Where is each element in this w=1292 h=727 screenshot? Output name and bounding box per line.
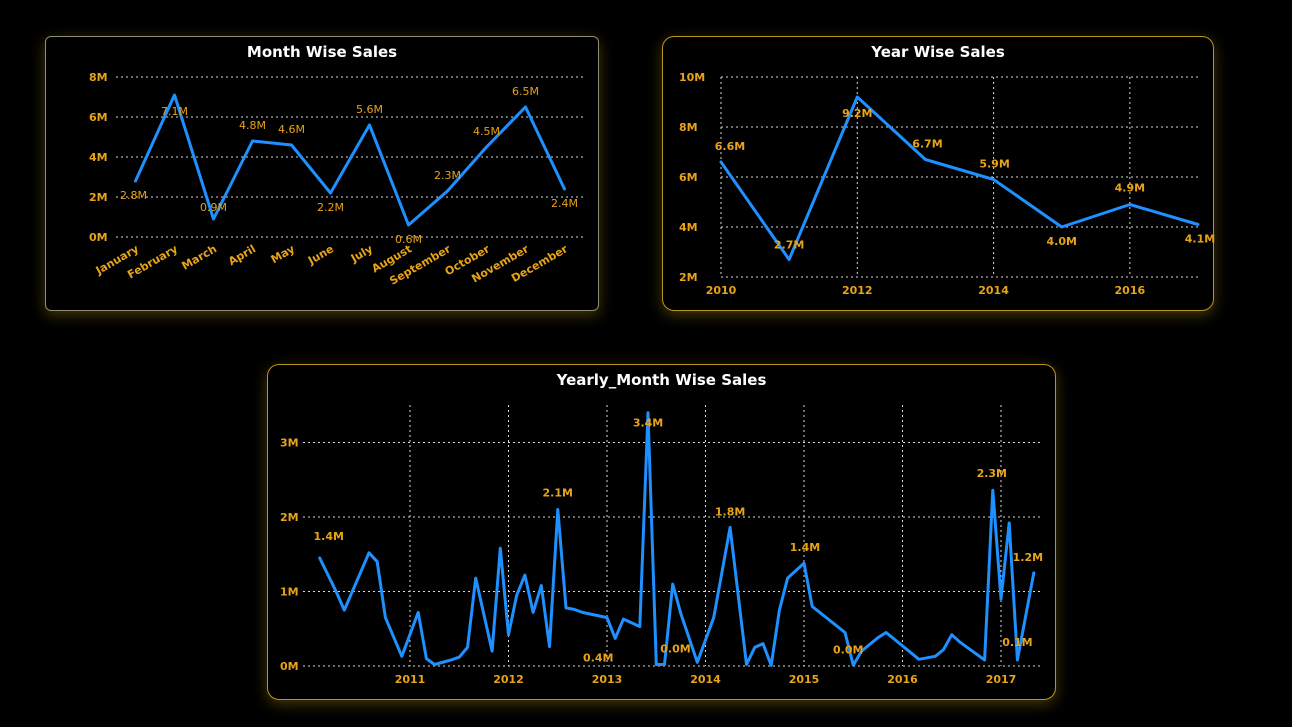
x-tick-label: May — [269, 242, 297, 266]
x-tick-label: July — [348, 242, 375, 265]
y-tick-label: 8M — [679, 121, 698, 134]
data-label: 0.0M — [660, 643, 690, 656]
y-tick-label: 4M — [89, 151, 108, 164]
y-tick-label: 10M — [679, 71, 705, 84]
data-label: 4.1M — [1185, 233, 1215, 246]
yearly-month-wise-sales-card[interactable]: Yearly_Month Wise Sales 0M 1M 2M 3M 2011 2012… — [267, 364, 1056, 700]
chart-title: Month Wise Sales — [246, 43, 398, 61]
month-wise-sales-card[interactable]: Month Wise Sales 0M 2M 4M 6M 8M January Februa… — [45, 36, 599, 311]
sales-line — [318, 411, 1036, 667]
data-label: 1.4M — [313, 530, 343, 543]
x-tick-label: 2012 — [842, 284, 873, 297]
sales-line — [719, 95, 1200, 261]
data-label: 5.9M — [979, 158, 1009, 171]
x-tick-label: 2016 — [1115, 284, 1146, 297]
data-label: 0.4M — [583, 651, 613, 664]
data-label: 4.0M — [1046, 235, 1076, 248]
y-tick-label: 2M — [89, 191, 108, 204]
x-tick-label: 2012 — [493, 673, 524, 686]
data-label: 1.4M — [790, 541, 820, 554]
y-tick-label: 1M — [280, 586, 299, 599]
data-label: 2.3M — [434, 169, 461, 182]
y-tick-label: 2M — [280, 511, 299, 524]
data-label: 1.8M — [715, 505, 745, 518]
y-tick-label: 4M — [679, 221, 698, 234]
y-tick-label: 6M — [679, 171, 698, 184]
y-tick-label: 0M — [89, 231, 108, 244]
data-label: 2.1M — [543, 487, 573, 500]
yearly-month-wise-sales-chart[interactable]: 0M 1M 2M 3M 2011 2012 2013 2014 2015 2016 2017 1.4M… — [268, 365, 1057, 701]
data-label: 0.1M — [1002, 636, 1032, 649]
x-tick-label: 2013 — [592, 673, 623, 686]
x-tick-label: 2017 — [986, 673, 1017, 686]
data-label: 4.8M — [239, 119, 266, 132]
data-label: 4.6M — [278, 123, 305, 136]
data-label: 2.2M — [317, 201, 344, 214]
x-tick-label: 2010 — [706, 284, 737, 297]
x-tick-label: 2014 — [690, 673, 721, 686]
year-wise-sales-chart[interactable]: 2M 4M 6M 8M 10M 2010 2012 2014 2016 6.6M 2.7M 9.2M 6… — [663, 37, 1215, 312]
data-label: 2.7M — [774, 239, 804, 252]
data-label: 7.1M — [161, 105, 188, 118]
chart-title: Year Wise Sales — [871, 43, 1005, 61]
data-label: 0.9M — [200, 201, 227, 214]
data-label: 0.0M — [833, 643, 863, 656]
x-tick-label: 2015 — [789, 673, 820, 686]
data-label: 2.8M — [120, 189, 147, 202]
y-tick-label: 2M — [679, 271, 698, 284]
x-tick-label: April — [226, 242, 258, 268]
data-label: 6.6M — [715, 140, 745, 153]
x-tick-label: June — [305, 242, 336, 267]
data-label: 5.6M — [356, 103, 383, 116]
sales-line — [134, 93, 566, 227]
data-label: 3.4M — [633, 417, 663, 430]
y-tick-label: 3M — [280, 437, 299, 450]
x-tick-label: March — [179, 242, 219, 272]
data-label: 4.9M — [1115, 182, 1145, 195]
y-tick-label: 8M — [89, 71, 108, 84]
x-tick-label: 2011 — [395, 673, 426, 686]
y-tick-label: 0M — [280, 660, 299, 673]
data-label: 6.5M — [512, 85, 539, 98]
data-label: 2.3M — [977, 467, 1007, 480]
year-wise-sales-card[interactable]: Year Wise Sales 2M 4M 6M 8M 10M 2010 2012 2014 2… — [662, 36, 1215, 312]
data-label: 9.2M — [842, 107, 872, 120]
y-tick-label: 6M — [89, 111, 108, 124]
x-tick-label: 2016 — [887, 673, 918, 686]
chart-title: Yearly_Month Wise Sales — [556, 371, 767, 389]
data-label: 0.6M — [395, 233, 422, 246]
data-label: 2.4M — [551, 197, 578, 210]
x-tick-label: 2014 — [978, 284, 1009, 297]
data-label: 1.2M — [1013, 551, 1043, 564]
data-label: 6.7M — [912, 138, 942, 151]
data-label: 4.5M — [473, 125, 500, 138]
